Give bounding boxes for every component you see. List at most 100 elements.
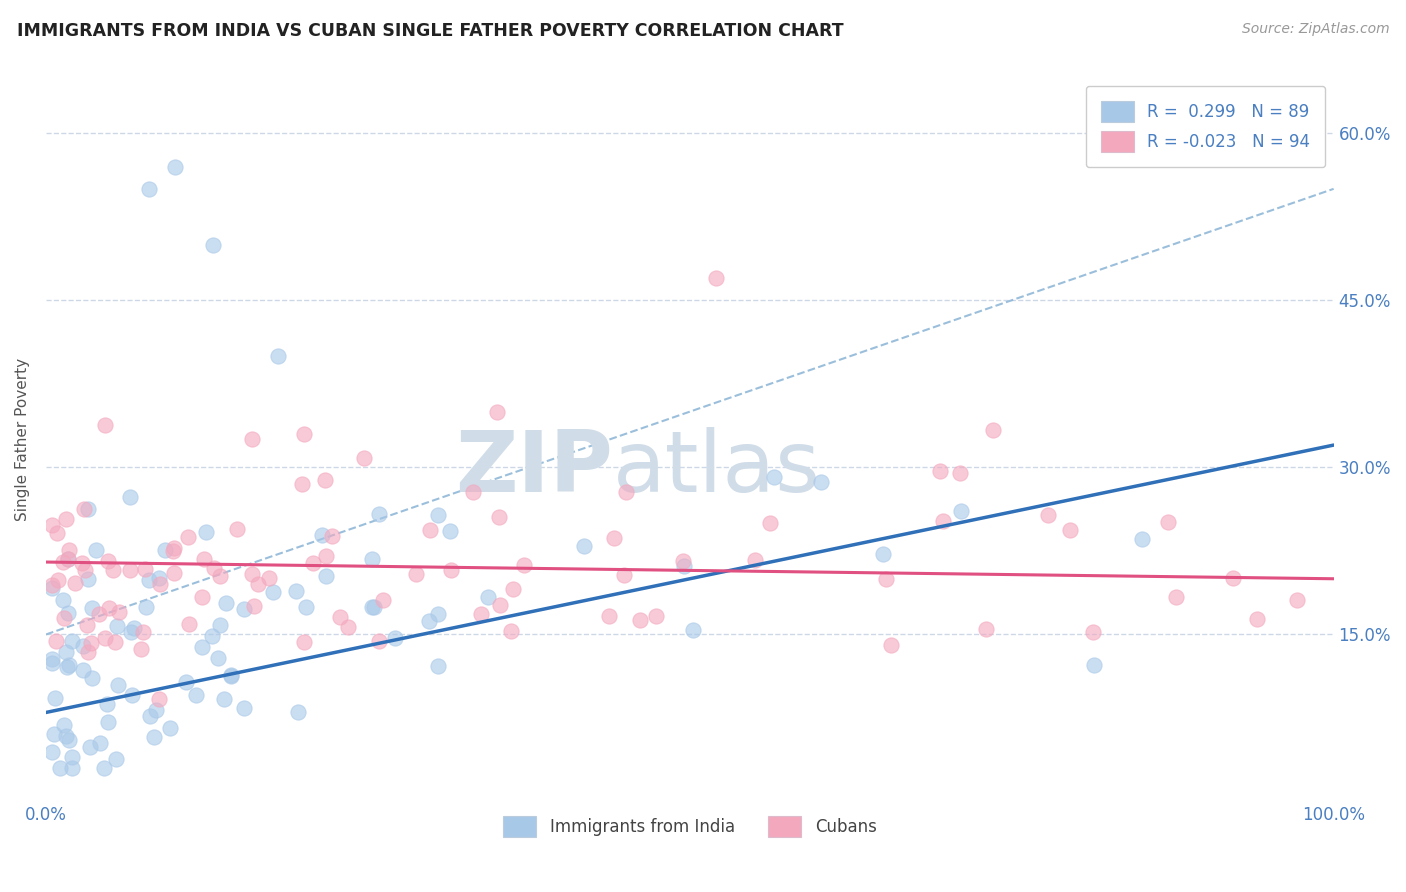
Text: IMMIGRANTS FROM INDIA VS CUBAN SINGLE FATHER POVERTY CORRELATION CHART: IMMIGRANTS FROM INDIA VS CUBAN SINGLE FA…	[17, 22, 844, 40]
Point	[502, 582, 524, 597]
Point	[461, 485, 484, 500]
Point	[118, 564, 141, 578]
Point	[63, 575, 86, 590]
Point	[42, 727, 65, 741]
Point	[89, 607, 111, 622]
Point	[673, 559, 696, 574]
Point	[672, 554, 695, 568]
Point	[682, 624, 704, 638]
Point	[120, 624, 142, 639]
Point	[219, 669, 242, 683]
Point	[101, 563, 124, 577]
Point	[193, 552, 215, 566]
Point	[153, 543, 176, 558]
Point	[879, 638, 901, 652]
Point	[105, 619, 128, 633]
Point	[96, 698, 118, 712]
Point	[120, 490, 142, 504]
Point	[132, 624, 155, 639]
Point	[44, 691, 66, 706]
Point	[470, 607, 492, 621]
Point	[405, 567, 427, 582]
Point	[872, 547, 894, 561]
Point	[209, 618, 232, 632]
Point	[108, 605, 131, 619]
Point	[84, 542, 107, 557]
Point	[162, 543, 184, 558]
Point	[247, 576, 270, 591]
Point	[225, 521, 247, 535]
Point	[89, 736, 111, 750]
Point	[202, 560, 225, 574]
Point	[418, 615, 440, 629]
Point	[134, 562, 156, 576]
Point	[105, 752, 128, 766]
Point	[93, 632, 115, 646]
Point	[285, 583, 308, 598]
Point	[195, 525, 218, 540]
Point	[129, 641, 152, 656]
Text: ZIP: ZIP	[454, 427, 613, 510]
Point	[367, 634, 389, 648]
Point	[52, 611, 75, 625]
Point	[41, 518, 63, 533]
Legend: Immigrants from India, Cubans: Immigrants from India, Cubans	[496, 809, 883, 844]
Point	[60, 750, 83, 764]
Point	[52, 718, 75, 732]
Text: atlas: atlas	[613, 427, 821, 510]
Point	[58, 658, 80, 673]
Point	[58, 542, 80, 557]
Point	[360, 600, 382, 615]
Point	[60, 634, 83, 648]
Point	[58, 732, 80, 747]
Point	[257, 571, 280, 585]
Point	[983, 423, 1005, 437]
Point	[329, 609, 352, 624]
Point	[1222, 571, 1244, 585]
Point	[427, 659, 450, 673]
Point	[513, 558, 536, 573]
Point	[974, 622, 997, 636]
Point	[212, 691, 235, 706]
Point	[1157, 516, 1180, 530]
Point	[201, 629, 224, 643]
Point	[1286, 593, 1309, 607]
Point	[60, 761, 83, 775]
Point	[294, 599, 316, 614]
Point	[45, 526, 67, 541]
Point	[148, 692, 170, 706]
Point	[262, 584, 284, 599]
Point	[292, 426, 315, 441]
Point	[41, 656, 63, 670]
Point	[73, 563, 96, 577]
Point	[928, 464, 950, 478]
Point	[49, 761, 72, 775]
Point	[363, 599, 385, 614]
Point	[163, 541, 186, 556]
Point	[208, 569, 231, 583]
Point	[353, 451, 375, 466]
Point	[321, 529, 343, 543]
Point	[41, 745, 63, 759]
Point	[315, 549, 337, 563]
Point	[97, 601, 120, 615]
Point	[207, 651, 229, 665]
Point	[1164, 590, 1187, 604]
Point	[52, 593, 75, 607]
Point	[628, 613, 651, 627]
Point	[139, 709, 162, 723]
Point	[122, 621, 145, 635]
Point	[875, 572, 897, 586]
Point	[52, 555, 75, 569]
Point	[477, 590, 499, 604]
Point	[744, 553, 766, 567]
Point	[233, 602, 256, 616]
Point	[384, 631, 406, 645]
Point	[142, 731, 165, 745]
Point	[55, 729, 77, 743]
Point	[439, 524, 461, 539]
Point	[56, 551, 79, 566]
Point	[336, 620, 359, 634]
Point	[94, 418, 117, 433]
Point	[598, 608, 620, 623]
